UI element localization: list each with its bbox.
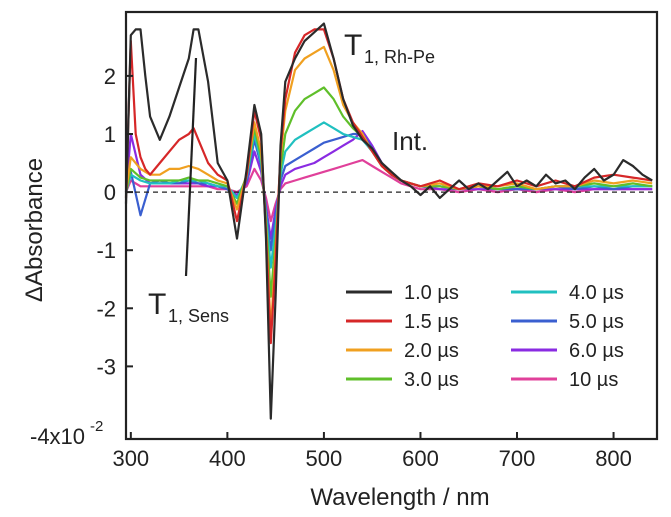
- y-tick-label-2: 0: [104, 180, 116, 205]
- legend-label-5: 5.0 µs: [569, 311, 624, 333]
- y-tick-label-4: -2: [96, 296, 116, 321]
- annotation-t1-rhpe: T 1, Rh-Pe: [344, 29, 435, 67]
- y-tick-label-5: -3: [96, 354, 116, 379]
- t1-sens-main: T: [148, 288, 166, 321]
- plot-frame: [124, 10, 659, 441]
- x-ticks: 300 400 500 600 700 800: [112, 432, 632, 471]
- y-scale-label: -4x10 -2: [30, 418, 103, 449]
- legend-label-6: 6.0 µs: [569, 340, 624, 362]
- t1-rhpe-main: T: [344, 29, 362, 62]
- x-tick-label-5: 800: [595, 446, 632, 471]
- legend-label-0: 1.0 µs: [404, 282, 459, 304]
- x-tick-label-0: 300: [112, 446, 149, 471]
- x-tick-label-3: 600: [402, 446, 439, 471]
- legend-label-7: 10 µs: [569, 369, 618, 391]
- y-tick-label-3: -1: [96, 238, 116, 263]
- y-scale-base: -4x10: [30, 424, 85, 449]
- legend: 1.0 µs 1.5 µs 2.0 µs 3.0 µs 4.0 µs 5.0 µs 6.0 …: [346, 282, 624, 391]
- legend-label-2: 2.0 µs: [404, 340, 459, 362]
- x-tick-label-1: 400: [209, 446, 246, 471]
- plot-area: 300 400 500 600 700 800 2 1 0 -1 -2 -3: [96, 10, 659, 471]
- y-axis-label: ΔAbsorbance: [21, 158, 48, 302]
- t1-sens-sub: 1, Sens: [168, 306, 229, 326]
- x-axis-label: Wavelength / nm: [310, 484, 489, 511]
- x-tick-label-4: 700: [499, 446, 536, 471]
- legend-label-1: 1.5 µs: [404, 311, 459, 333]
- series-group: [124, 22, 653, 420]
- series-line-0: [124, 22, 653, 420]
- series-line-1: [124, 28, 653, 345]
- x-tick-label-2: 500: [306, 446, 343, 471]
- legend-label-4: 4.0 µs: [569, 282, 624, 304]
- series-line-7: [124, 159, 653, 223]
- y-tick-label-1: 1: [104, 122, 116, 147]
- y-ticks: 2 1 0 -1 -2 -3: [96, 64, 133, 379]
- series-line-4: [124, 121, 653, 269]
- y-scale-exp: -2: [90, 418, 103, 435]
- series-line-3: [124, 86, 653, 298]
- t1-sens-pointer: [184, 57, 198, 277]
- t1-rhpe-sub: 1, Rh-Pe: [364, 47, 435, 67]
- y-tick-label-0: 2: [104, 64, 116, 89]
- annotation-t1-sens: T 1, Sens: [148, 57, 229, 326]
- legend-label-3: 3.0 µs: [404, 369, 459, 391]
- annotation-int: Int.: [392, 126, 428, 156]
